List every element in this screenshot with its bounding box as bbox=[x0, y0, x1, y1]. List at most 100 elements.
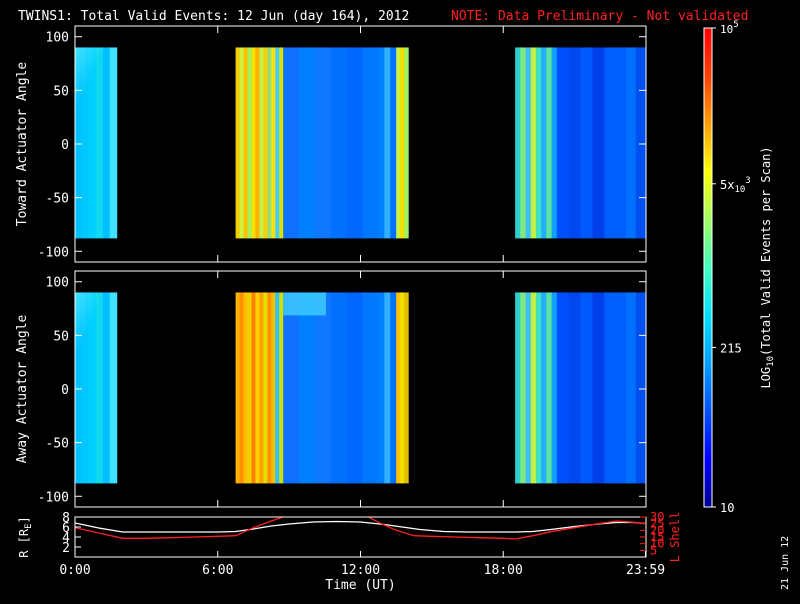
y-tick-label: 100 bbox=[46, 31, 69, 46]
heatmap-cell bbox=[251, 47, 257, 239]
heatmap-cell bbox=[390, 292, 397, 484]
heatmap-segment bbox=[396, 292, 409, 484]
heatmap-cell bbox=[546, 292, 553, 484]
y-tick-label: 8 bbox=[62, 511, 70, 526]
heatmap-segment bbox=[283, 47, 379, 239]
right-tick-label: 10 bbox=[650, 537, 664, 551]
y-tick-label: 6 bbox=[62, 521, 70, 536]
y-tick-label: -100 bbox=[38, 490, 69, 505]
heatmap-cell bbox=[568, 47, 582, 239]
heatmap-cell bbox=[247, 292, 253, 484]
plot-title: TWINS1: Total Valid Events: 12 Jun (day … bbox=[18, 9, 409, 24]
heatmap-cell bbox=[279, 292, 284, 484]
heatmap-cell bbox=[255, 47, 260, 239]
heatmap-cell bbox=[580, 47, 594, 239]
l-shell-line bbox=[75, 517, 646, 540]
heatmap-segment bbox=[556, 47, 617, 239]
r-distance-line bbox=[75, 520, 646, 533]
y-tick-label: 50 bbox=[53, 84, 69, 99]
heatmap-cell bbox=[541, 292, 547, 484]
heatmap-cell bbox=[525, 47, 532, 239]
x-tick-label: 0:00 bbox=[59, 563, 90, 578]
right-tick-label: 20 bbox=[650, 523, 664, 537]
heatmap-segment bbox=[616, 292, 647, 484]
heatmap-cell bbox=[267, 47, 272, 239]
l-shell-axis-label: L Shell bbox=[668, 512, 682, 563]
y-tick-label: 2 bbox=[62, 541, 70, 556]
heatmap-cell bbox=[267, 292, 272, 484]
date-stamp: 21 Jun 12 bbox=[780, 536, 791, 590]
y-tick-label: -100 bbox=[38, 245, 69, 260]
heatmap-segment bbox=[515, 292, 558, 484]
heatmap-cell bbox=[362, 292, 379, 484]
heatmap-cell bbox=[283, 47, 300, 239]
heatmap-panel-1: 100 50 0 -50 -100 Toward Actuator Angle bbox=[15, 25, 647, 263]
y-axis-label: Toward Actuator Angle bbox=[15, 62, 30, 227]
x-axis-label: Time (UT) bbox=[325, 578, 395, 593]
right-tick-label: 15 bbox=[650, 530, 664, 544]
heatmap-segment bbox=[378, 292, 397, 484]
colorbar-tick-label: 215 bbox=[720, 341, 742, 355]
heatmap-cell bbox=[568, 292, 582, 484]
heatmap-cell bbox=[330, 47, 348, 239]
heatmap-cell bbox=[396, 292, 401, 484]
heatmap-segment bbox=[235, 292, 284, 484]
orbit-lines bbox=[75, 517, 646, 540]
heatmap-fade bbox=[75, 47, 117, 143]
y-tick-label: 0 bbox=[61, 138, 69, 153]
colorbar-gradient bbox=[703, 27, 713, 508]
heatmap-cell bbox=[384, 292, 391, 484]
heatmap-cell bbox=[592, 47, 605, 239]
heatmap-cell bbox=[330, 292, 348, 484]
heatmap-segment bbox=[616, 47, 647, 239]
heatmap-cell bbox=[530, 47, 537, 239]
y-tick-label: 0 bbox=[61, 383, 69, 398]
heatmap-cell bbox=[109, 292, 118, 484]
heatmap-cell bbox=[520, 292, 527, 484]
colorbar-tick-label: 5x103 bbox=[720, 176, 751, 195]
heatmap-cell bbox=[551, 47, 558, 239]
colorbar-label: LOG10(Total Valid Events per Scan) bbox=[759, 146, 776, 388]
heatmap-top-band bbox=[283, 292, 327, 316]
heatmap-segment bbox=[515, 47, 558, 239]
right-tick-label: 30 bbox=[650, 510, 664, 524]
heatmap-cell bbox=[400, 47, 405, 239]
heatmap-cell bbox=[515, 292, 521, 484]
y-tick-label: 100 bbox=[46, 276, 69, 291]
heatmap-segment bbox=[283, 292, 379, 484]
heatmap-cell bbox=[604, 47, 617, 239]
heatmap-cell bbox=[580, 292, 594, 484]
x-tick-label: 23:59 bbox=[626, 563, 665, 578]
heatmap-cell bbox=[626, 292, 637, 484]
heatmap-cell bbox=[299, 292, 316, 484]
heatmap-cell bbox=[400, 292, 405, 484]
heatmap-cell bbox=[314, 47, 332, 239]
heatmap-cell bbox=[75, 292, 83, 484]
heatmap-cell bbox=[535, 292, 542, 484]
heatmap-cell bbox=[243, 292, 249, 484]
heatmap-cell bbox=[299, 47, 316, 239]
heatmap-cell bbox=[384, 47, 391, 239]
heatmap-cell bbox=[251, 292, 257, 484]
heatmap-cell bbox=[255, 292, 260, 484]
heatmap-cell bbox=[604, 292, 617, 484]
heatmap-cell bbox=[263, 292, 268, 484]
heatmap-cell bbox=[515, 47, 521, 239]
heatmap-segment bbox=[556, 292, 617, 484]
heatmap-cell bbox=[279, 47, 284, 239]
heatmap-cell bbox=[235, 47, 241, 239]
heatmap-cell bbox=[530, 292, 537, 484]
colorbar-tick-label: 105 bbox=[720, 20, 739, 36]
heatmap-cell bbox=[271, 47, 276, 239]
heatmap-segment bbox=[235, 47, 284, 239]
heatmap-cell bbox=[556, 47, 570, 239]
heatmap-cell bbox=[378, 292, 385, 484]
heatmap-cell bbox=[259, 47, 264, 239]
heatmap-cell bbox=[616, 292, 627, 484]
heatmap-cell bbox=[556, 292, 570, 484]
heatmap-cell bbox=[635, 47, 647, 239]
heatmap-cell bbox=[404, 292, 409, 484]
heatmap-cell bbox=[346, 292, 364, 484]
